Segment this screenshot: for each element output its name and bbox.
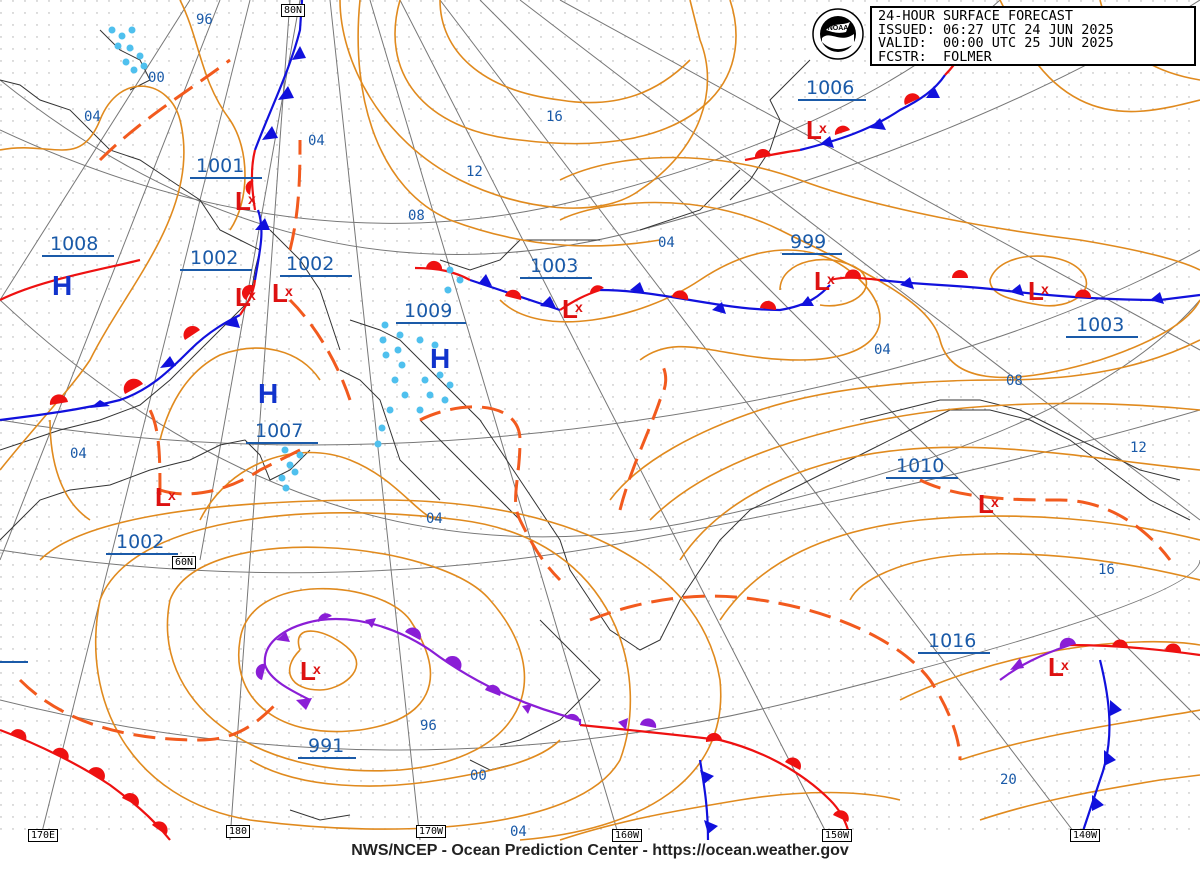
svg-text:L: L bbox=[978, 489, 994, 519]
svg-text:H: H bbox=[52, 270, 72, 301]
isobar-label: 04 bbox=[426, 511, 443, 527]
coastlines bbox=[0, 29, 1191, 821]
isobar-label: 20 bbox=[1000, 772, 1017, 788]
warm-fronts bbox=[0, 19, 1200, 841]
svg-text:x: x bbox=[827, 271, 835, 287]
pressure-value-1016: 1016 bbox=[928, 630, 976, 652]
svg-text:L: L bbox=[235, 282, 251, 312]
forecast-info-box: 24-HOUR SURFACE FORECAST ISSUED: 06:27 UT… bbox=[870, 6, 1196, 66]
pressure-value-1006: 1006 bbox=[806, 77, 854, 99]
issued-time: ISSUED: 06:27 UTC 24 JUN 2025 bbox=[878, 21, 1114, 38]
svg-text:x: x bbox=[991, 494, 999, 510]
lon-label-160w: 160W bbox=[612, 829, 643, 842]
pressure-value-1002: 1002 bbox=[286, 253, 334, 275]
occluded-fronts bbox=[255, 613, 1076, 730]
isobar-label: 04 bbox=[84, 109, 101, 125]
pressure-value-1008: 1008 bbox=[50, 233, 98, 255]
forecaster: FCSTR: FOLMER bbox=[878, 48, 992, 65]
lon-label-170e: 170E bbox=[28, 829, 59, 842]
forecast-title: 24-HOUR SURFACE FORECAST bbox=[878, 8, 1074, 24]
svg-text:L: L bbox=[806, 115, 822, 145]
isobar-label: 00 bbox=[148, 70, 165, 86]
pressure-center-markers: H H H Lx Lx Lx Lx Lx Lx Lx Lx Lx Lx Lx bbox=[52, 115, 1069, 686]
lon-label-140w: 140W bbox=[1070, 829, 1101, 842]
svg-text:x: x bbox=[313, 661, 321, 677]
svg-text:x: x bbox=[248, 191, 256, 207]
lat-label-60n: 60N bbox=[172, 556, 197, 569]
pressure-value-1003: 1003 bbox=[1076, 314, 1124, 336]
svg-text:x: x bbox=[1061, 657, 1069, 673]
footer-credit: NWS/NCEP - Ocean Prediction Center - htt… bbox=[351, 842, 849, 859]
isobar-label: 08 bbox=[408, 208, 425, 224]
pressure-value-1010: 1010 bbox=[896, 455, 944, 477]
precipitation-areas bbox=[108, 26, 464, 492]
isobar-label: 00 bbox=[470, 768, 487, 784]
noaa-logo-text: NOAA bbox=[828, 25, 849, 32]
lon-label-180: 180 bbox=[226, 825, 251, 838]
isobar-label: 04 bbox=[658, 235, 675, 251]
troughs bbox=[18, 58, 1172, 761]
low-marker: Lx Lx Lx Lx Lx Lx Lx Lx Lx Lx Lx bbox=[155, 115, 1069, 686]
lon-label-170w: 170W bbox=[416, 825, 447, 838]
isobar-value-labels: 96 00 04 04 16 12 08 04 04 08 12 04 04 1… bbox=[70, 12, 1147, 840]
isobar-label: 96 bbox=[420, 718, 437, 734]
svg-text:L: L bbox=[1048, 652, 1064, 682]
svg-text:x: x bbox=[819, 120, 827, 136]
meridian-lines bbox=[0, 0, 1200, 841]
pressure-value-1009: 1009 bbox=[404, 300, 452, 322]
high-marker: H H H bbox=[52, 270, 450, 409]
svg-text:H: H bbox=[258, 378, 278, 409]
pressure-value-991: 991 bbox=[308, 735, 344, 757]
isobar-label: 16 bbox=[1098, 562, 1115, 578]
isobar-label: 08 bbox=[1006, 373, 1023, 389]
isobar-label: 96 bbox=[196, 12, 213, 28]
valid-time: VALID: 00:00 UTC 25 JUN 2025 bbox=[878, 35, 1114, 51]
isobar-label: 12 bbox=[1130, 440, 1147, 456]
isobar-label: 16 bbox=[546, 109, 563, 125]
svg-text:x: x bbox=[575, 299, 583, 315]
svg-text:L: L bbox=[300, 656, 316, 686]
pressure-value-1002: 1002 bbox=[190, 247, 238, 269]
isobar-label: 12 bbox=[466, 164, 483, 180]
svg-text:L: L bbox=[562, 294, 578, 324]
svg-text:L: L bbox=[235, 186, 251, 216]
svg-text:x: x bbox=[248, 287, 256, 303]
pressure-value-1003: 1003 bbox=[530, 255, 578, 277]
svg-text:L: L bbox=[1028, 276, 1044, 306]
lat-lon-dot-grid bbox=[0, 0, 1200, 840]
svg-text:x: x bbox=[285, 283, 293, 299]
lat-label-80n: 80N bbox=[281, 4, 306, 17]
cold-fronts bbox=[0, 0, 1200, 841]
pressure-value-1001: 1001 bbox=[196, 155, 244, 177]
pressure-value-999: 999 bbox=[790, 231, 826, 253]
svg-text:L: L bbox=[272, 278, 288, 308]
lon-label-150w: 150W bbox=[822, 829, 853, 842]
pressure-value-1007: 1007 bbox=[255, 420, 303, 442]
isobar-label: 04 bbox=[510, 824, 527, 840]
isobar-label: 04 bbox=[874, 342, 891, 358]
isobar-label: 04 bbox=[308, 133, 325, 149]
central-pressure-labels: 1001 1008 1002 1002 1009 1007 1002 1003 … bbox=[42, 77, 1138, 759]
isobar-label: 04 bbox=[70, 446, 87, 462]
noaa-logo: NOAA bbox=[812, 8, 864, 60]
svg-text:x: x bbox=[1041, 281, 1049, 297]
svg-text:L: L bbox=[155, 482, 171, 512]
svg-text:x: x bbox=[168, 487, 176, 503]
svg-text:L: L bbox=[814, 266, 830, 296]
svg-text:H: H bbox=[430, 343, 450, 374]
pressure-value-1002: 1002 bbox=[116, 531, 164, 553]
